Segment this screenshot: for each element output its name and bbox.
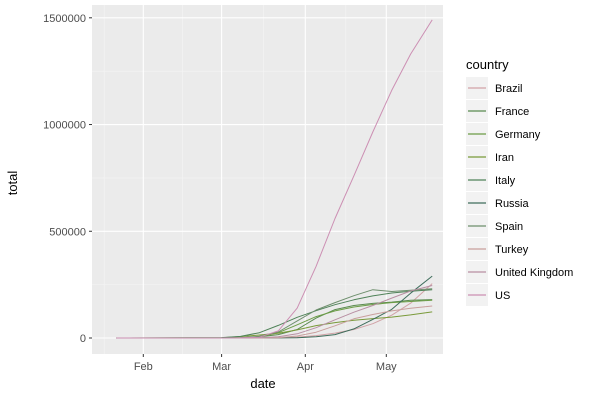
legend-label-spain: Spain	[495, 221, 523, 233]
legend-label-russia: Russia	[495, 198, 530, 210]
series-lines	[116, 19, 433, 339]
legend-label-italy: Italy	[495, 175, 516, 187]
y-axis-title: total	[5, 171, 20, 196]
x-tick-label: Apr	[297, 361, 314, 373]
minor-gridlines	[92, 5, 443, 354]
x-axis: Feb Mar Apr May	[134, 354, 397, 373]
plot-panel	[92, 5, 443, 354]
y-tick-label: 0	[80, 333, 86, 345]
legend-title: country	[466, 57, 509, 72]
legend-label-france: France	[495, 106, 529, 118]
legend-label-turkey: Turkey	[495, 244, 529, 256]
legend-label-germany: Germany	[495, 129, 541, 141]
y-tick-label: 1000000	[43, 120, 86, 132]
x-tick-label: Feb	[134, 361, 153, 373]
x-tick-label: Mar	[212, 361, 231, 373]
series-line-italy	[116, 289, 433, 339]
series-line-us	[116, 19, 433, 339]
legend-label-us: US	[495, 290, 510, 302]
y-tick-label: 500000	[49, 226, 86, 238]
legend-label-brazil: Brazil	[495, 83, 523, 95]
x-axis-title: date	[250, 376, 275, 391]
x-tick-label: May	[376, 361, 397, 373]
y-tick-label: 1500000	[43, 13, 86, 25]
legend-label-united-kingdom: United Kingdom	[495, 267, 573, 279]
legend: country Brazil France Germany Iran Italy Russ…	[466, 57, 573, 306]
legend-label-iran: Iran	[495, 152, 514, 164]
y-axis: 0 500000 1000000 1500000	[43, 13, 92, 345]
